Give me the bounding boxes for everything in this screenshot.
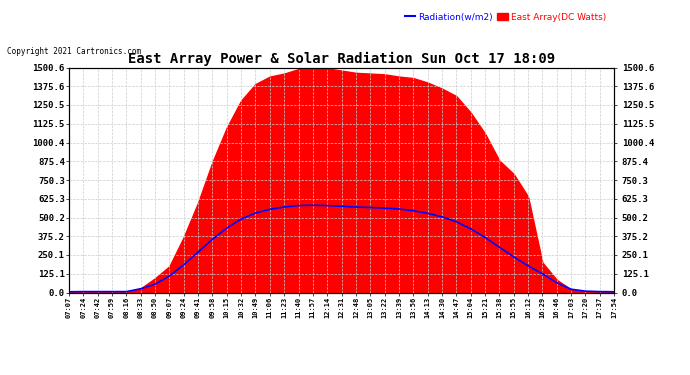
Text: Copyright 2021 Cartronics.com: Copyright 2021 Cartronics.com [7, 47, 141, 56]
Legend: Radiation(w/m2), East Array(DC Watts): Radiation(w/m2), East Array(DC Watts) [401, 9, 609, 25]
Title: East Array Power & Solar Radiation Sun Oct 17 18:09: East Array Power & Solar Radiation Sun O… [128, 52, 555, 66]
